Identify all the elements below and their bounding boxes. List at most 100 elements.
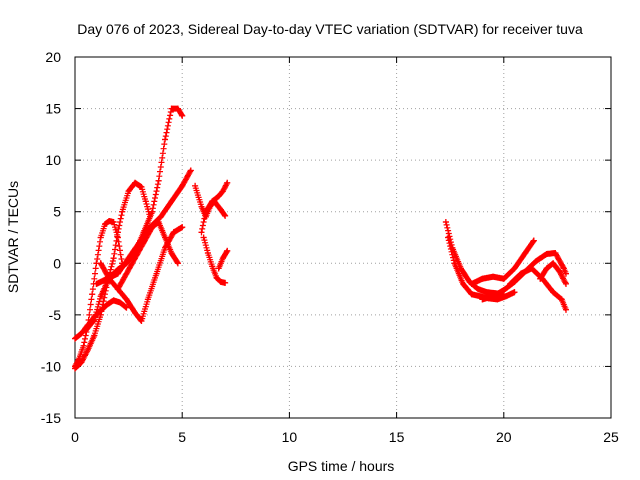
data-point bbox=[170, 229, 177, 236]
data-point bbox=[114, 286, 121, 293]
x-tick-label: 10 bbox=[282, 429, 298, 445]
data-point bbox=[222, 212, 229, 219]
data-point bbox=[532, 258, 539, 265]
data-point bbox=[530, 237, 537, 244]
data-point bbox=[219, 188, 226, 195]
data-point bbox=[82, 327, 89, 334]
data-point bbox=[179, 112, 186, 119]
data-point bbox=[202, 208, 209, 215]
data-point bbox=[483, 289, 490, 296]
data-point bbox=[179, 182, 186, 189]
data-point bbox=[475, 286, 482, 293]
y-tick-label: -5 bbox=[49, 307, 62, 323]
data-point bbox=[468, 280, 475, 287]
data-point bbox=[162, 234, 169, 241]
data-point bbox=[209, 263, 216, 270]
data-point bbox=[72, 365, 78, 372]
data-point bbox=[132, 179, 139, 186]
data-point bbox=[168, 105, 175, 112]
data-point bbox=[500, 275, 507, 282]
series-trace bbox=[82, 105, 186, 334]
data-point bbox=[89, 291, 96, 298]
data-point bbox=[80, 342, 87, 349]
x-tick-label: 0 bbox=[71, 429, 79, 445]
data-point bbox=[84, 346, 91, 353]
data-point bbox=[477, 293, 484, 300]
data-point bbox=[213, 274, 220, 281]
data-point bbox=[192, 182, 199, 189]
data-point bbox=[543, 265, 550, 272]
data-point bbox=[125, 255, 132, 262]
data-layer bbox=[72, 105, 569, 372]
data-point bbox=[219, 255, 226, 262]
y-axis-label: SDTVAR / TECUs bbox=[5, 181, 21, 293]
data-point bbox=[97, 311, 104, 318]
data-point bbox=[138, 318, 145, 325]
y-tick-label: -15 bbox=[41, 410, 61, 426]
data-point bbox=[556, 268, 563, 275]
x-tick-label: 20 bbox=[496, 429, 512, 445]
data-point bbox=[562, 270, 569, 277]
series-arc-17 bbox=[537, 260, 569, 287]
data-point bbox=[110, 255, 117, 262]
data-point bbox=[490, 293, 497, 300]
series-arc-9 bbox=[198, 179, 231, 236]
data-point bbox=[78, 359, 85, 366]
data-point bbox=[224, 179, 231, 186]
data-point bbox=[140, 239, 147, 246]
y-tick-label: 0 bbox=[53, 255, 61, 271]
data-point bbox=[502, 293, 509, 300]
y-tick-label: 5 bbox=[53, 204, 61, 220]
data-point bbox=[507, 280, 514, 287]
data-point bbox=[550, 260, 557, 267]
data-point bbox=[174, 260, 181, 267]
data-point bbox=[168, 249, 175, 256]
data-point bbox=[168, 198, 175, 205]
data-point bbox=[468, 291, 475, 298]
data-point bbox=[517, 270, 524, 277]
data-point bbox=[537, 275, 544, 282]
data-point bbox=[217, 206, 224, 213]
data-point bbox=[153, 270, 160, 277]
data-point bbox=[72, 335, 78, 342]
data-point bbox=[562, 280, 569, 287]
data-point bbox=[550, 289, 557, 296]
data-point bbox=[114, 270, 121, 277]
data-point bbox=[119, 208, 126, 215]
data-point bbox=[215, 193, 222, 200]
x-tick-label: 25 bbox=[603, 429, 619, 445]
data-point bbox=[174, 105, 181, 112]
data-point bbox=[117, 299, 124, 306]
data-point bbox=[215, 265, 222, 272]
series-trace bbox=[468, 237, 537, 287]
axis-ticks: 0 5 10 15 20 25 -15 -10 -5 0 5 10 15 20 bbox=[41, 49, 619, 445]
data-point bbox=[490, 273, 497, 280]
data-point bbox=[102, 221, 109, 228]
y-tick-label: 15 bbox=[45, 101, 61, 117]
data-point bbox=[123, 304, 130, 311]
data-point bbox=[110, 297, 117, 304]
data-point bbox=[451, 260, 458, 267]
data-point bbox=[106, 217, 113, 224]
data-point bbox=[528, 265, 535, 272]
grid bbox=[75, 57, 611, 418]
data-point bbox=[198, 203, 205, 210]
series-arc-10 bbox=[200, 234, 229, 286]
data-point bbox=[209, 198, 216, 205]
x-tick-label: 15 bbox=[389, 429, 405, 445]
data-point bbox=[93, 280, 100, 287]
data-point bbox=[200, 234, 207, 241]
y-tick-label: -10 bbox=[41, 358, 61, 374]
data-point bbox=[222, 279, 229, 286]
data-point bbox=[97, 234, 104, 241]
data-point bbox=[157, 213, 164, 220]
data-point bbox=[558, 296, 565, 303]
series-arc-7 bbox=[114, 219, 181, 293]
series-arc-11 bbox=[215, 247, 231, 272]
data-point bbox=[460, 280, 467, 287]
plot-frame bbox=[74, 56, 612, 419]
data-point bbox=[78, 330, 85, 337]
data-point bbox=[91, 317, 98, 324]
data-point bbox=[110, 219, 117, 226]
data-point bbox=[114, 234, 121, 241]
